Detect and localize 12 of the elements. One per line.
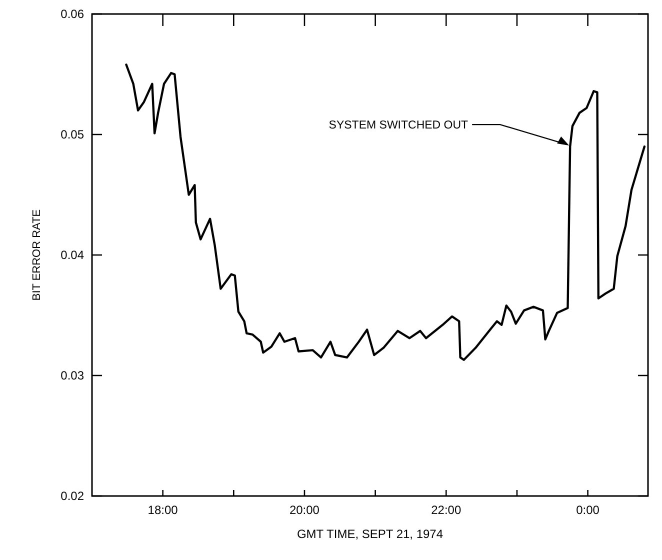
x-axis-title: GMT TIME, SEPT 21, 1974 [296,527,444,541]
y-tick-label: 0.03 [60,368,84,382]
y-tick-label: 0.04 [60,248,84,262]
y-tick-label: 0.02 [60,489,84,503]
y-axis-title: BIT ERROR RATE [31,209,43,301]
x-tick-label: 18:00 [148,503,178,517]
annotation: SYSTEM SWITCHED OUT [328,120,468,132]
y-tick-label: 0.06 [60,7,84,21]
x-tick-label: 20:00 [289,503,320,517]
x-tick-label: 22:00 [431,503,462,517]
y-tick-label: 0.05 [60,128,84,142]
x-tick-label: 0:00 [576,503,600,517]
